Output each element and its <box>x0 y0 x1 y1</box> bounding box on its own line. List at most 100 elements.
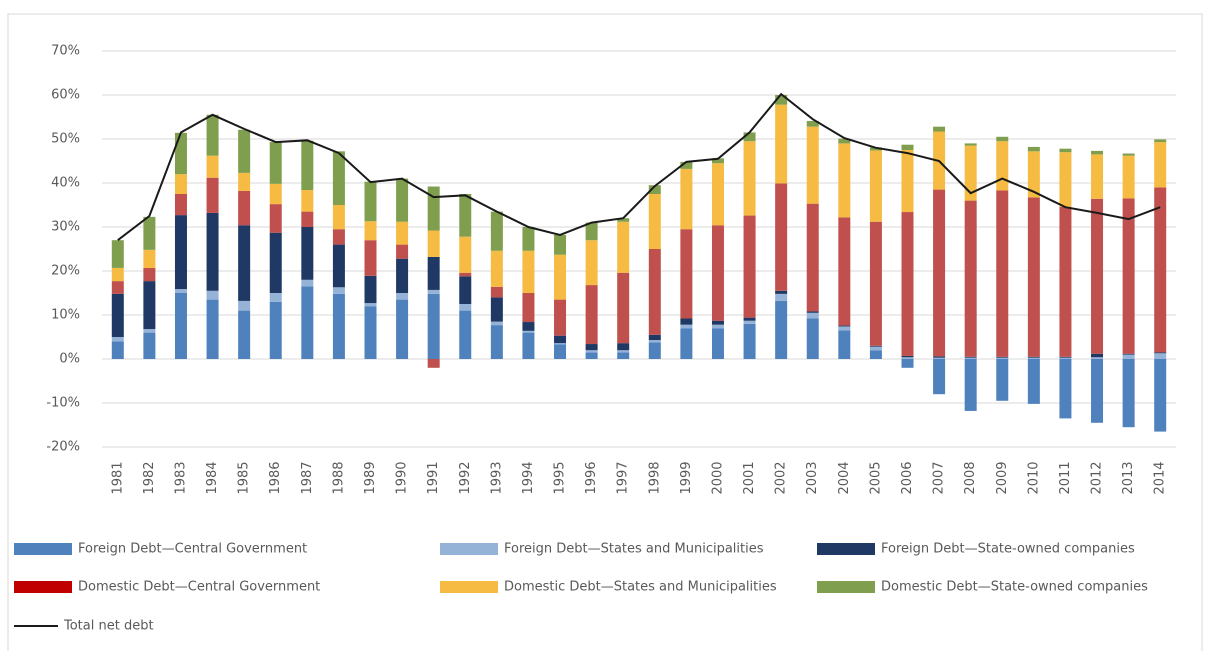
x-tick-label: 2004 <box>837 461 852 494</box>
bar-segment <box>996 359 1009 401</box>
bar-segment <box>585 222 598 241</box>
bar-segment <box>617 272 630 344</box>
bar-segment <box>554 254 567 300</box>
x-tick-label: 1999 <box>679 461 694 494</box>
legend-swatch <box>14 543 72 555</box>
bar-segment <box>143 249 156 268</box>
bar-segment <box>1091 353 1104 358</box>
bar-segment <box>522 227 535 251</box>
bar-segment <box>806 203 819 312</box>
bar-segment <box>459 304 472 311</box>
x-tick-label: 2001 <box>742 461 757 494</box>
y-tick-label: 40% <box>51 176 80 191</box>
bar-segment <box>206 299 219 359</box>
bar-segment <box>617 343 630 351</box>
bar-segment <box>1122 198 1135 354</box>
legend-swatch <box>14 581 72 593</box>
bar-segment <box>301 227 314 280</box>
bar-segment <box>869 147 882 151</box>
bar-segment <box>396 221 409 245</box>
bar-segment <box>364 181 377 222</box>
bar-segment <box>775 300 788 359</box>
bar-segment <box>238 190 251 226</box>
x-tick-label: 1995 <box>553 461 568 494</box>
bar-segment <box>838 325 851 327</box>
bar-segment <box>459 236 472 273</box>
bar-segment <box>332 244 345 288</box>
bar-segment <box>806 126 819 204</box>
bar-segment <box>396 244 409 259</box>
bar-segment <box>585 344 598 351</box>
x-tick-label: 1983 <box>173 461 188 494</box>
y-tick-label: 10% <box>51 308 80 323</box>
legend-swatch <box>817 581 875 593</box>
bar-segment <box>332 205 345 230</box>
bar-segment <box>680 318 693 325</box>
bar-segment <box>838 143 851 218</box>
bar-segment <box>1091 357 1104 359</box>
bar-segment <box>869 346 882 351</box>
bar-segment <box>775 290 788 294</box>
bar-segment <box>964 200 977 357</box>
bar-segment <box>680 161 693 169</box>
bar-segment <box>1059 152 1072 207</box>
bar-segment <box>680 168 693 230</box>
bar-segment <box>869 150 882 222</box>
bar-segment <box>996 190 1009 357</box>
bar-segment <box>680 229 693 319</box>
bar-segment <box>396 293 409 300</box>
bar-segment <box>364 306 377 359</box>
x-tick-label: 1982 <box>142 461 157 494</box>
x-tick-label: 2000 <box>710 461 725 494</box>
bar-segment <box>111 267 124 282</box>
bar-segment <box>206 114 219 156</box>
bar-segment <box>522 330 535 333</box>
bar-segment <box>269 204 282 233</box>
bar-segment <box>143 281 156 330</box>
bar-segment <box>1154 142 1167 188</box>
bar-segment <box>743 317 756 321</box>
x-tick-label: 2013 <box>1121 461 1136 494</box>
bar-segment <box>111 293 124 337</box>
bar-segment <box>585 350 598 353</box>
bar-segment <box>964 359 977 411</box>
legend-label: Foreign Debt—State-owned companies <box>881 542 1135 557</box>
x-tick-label: 1985 <box>237 461 252 494</box>
bar-segment <box>1059 206 1072 357</box>
bar-segment <box>743 132 756 142</box>
x-tick-label: 1993 <box>489 461 504 494</box>
bar-segment <box>427 289 440 294</box>
bar-segment <box>332 293 345 359</box>
bar-segment <box>933 189 946 357</box>
bar-segment <box>111 341 124 359</box>
bar-segment <box>459 194 472 237</box>
bar-segment <box>459 272 472 277</box>
legend-label: Foreign Debt—States and Municipalities <box>504 542 764 557</box>
bar-segment <box>775 183 788 291</box>
bar-segment <box>1059 148 1072 153</box>
bar-segment <box>490 211 503 251</box>
bar-segment <box>617 218 630 222</box>
x-tick-label: 1994 <box>521 461 536 494</box>
bar-segment <box>111 240 124 268</box>
bar-segment <box>174 132 187 175</box>
bar-segment <box>174 215 187 290</box>
bar-segment <box>301 286 314 359</box>
bar-segment <box>901 355 914 358</box>
bar-segment <box>806 120 819 127</box>
bar-segment <box>711 225 724 321</box>
legend-swatch <box>817 543 875 555</box>
bar-segment <box>1059 359 1072 419</box>
bar-segment <box>964 356 977 358</box>
bar-segment <box>1091 359 1104 423</box>
legend-label: Domestic Debt—State-owned companies <box>881 580 1148 595</box>
x-tick-label: 1990 <box>395 461 410 494</box>
bar-segment <box>364 240 377 276</box>
legend-swatch <box>440 543 498 555</box>
x-tick-label: 1991 <box>426 461 441 494</box>
bar-segment <box>996 141 1009 191</box>
bar-segment <box>111 337 124 342</box>
bar-segment <box>1027 146 1040 152</box>
x-tick-label: 1981 <box>110 461 125 494</box>
